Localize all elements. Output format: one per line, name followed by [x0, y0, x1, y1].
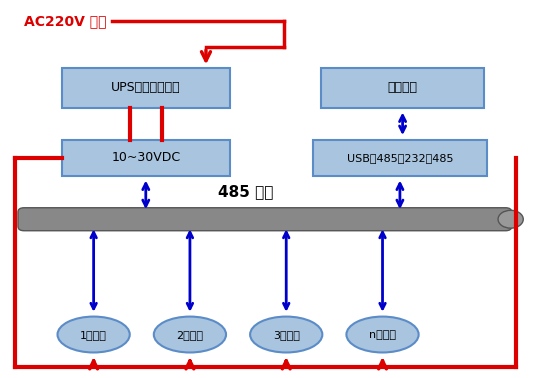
Ellipse shape	[58, 317, 130, 352]
Text: UPS电源（选配）: UPS电源（选配）	[111, 81, 181, 94]
Ellipse shape	[250, 317, 322, 352]
Text: 3号设备: 3号设备	[273, 330, 300, 339]
Text: n号设备: n号设备	[369, 330, 396, 339]
FancyBboxPatch shape	[18, 208, 511, 231]
Ellipse shape	[154, 317, 226, 352]
Text: 485 总线: 485 总线	[218, 184, 274, 199]
Text: 监控电脑: 监控电脑	[387, 81, 418, 94]
Ellipse shape	[347, 317, 419, 352]
Text: USB转485或232转485: USB转485或232转485	[347, 153, 453, 163]
FancyBboxPatch shape	[62, 68, 230, 108]
FancyBboxPatch shape	[62, 140, 230, 176]
Text: 1号设备: 1号设备	[80, 330, 107, 339]
Circle shape	[498, 210, 523, 228]
FancyBboxPatch shape	[321, 68, 484, 108]
Text: AC220V 市电: AC220V 市电	[24, 14, 106, 28]
FancyBboxPatch shape	[313, 140, 487, 176]
Text: 2号设备: 2号设备	[177, 330, 203, 339]
Text: 10~30VDC: 10~30VDC	[111, 151, 180, 164]
